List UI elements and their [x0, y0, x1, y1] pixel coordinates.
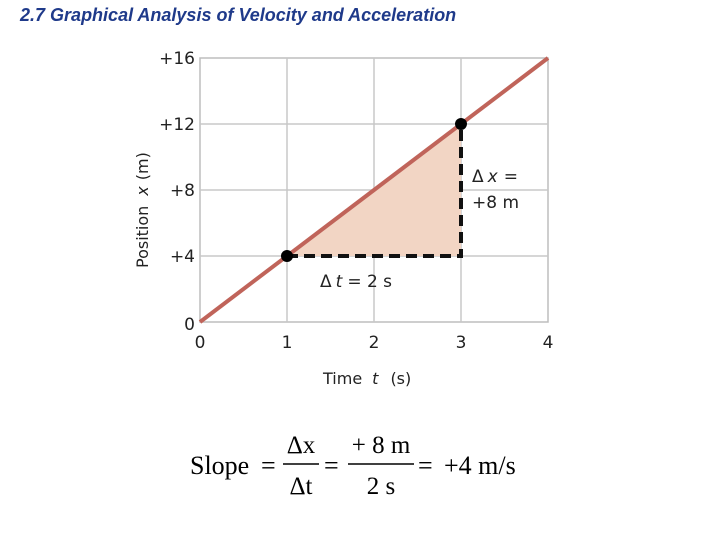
delta-dashed-lines — [287, 124, 463, 258]
formula-slope-word: Slope — [190, 451, 249, 480]
x-axis-label: Time t (s) — [322, 369, 411, 388]
y-axis-label: Positionx(m) — [133, 152, 152, 268]
formula-result: +4 m/s — [444, 451, 516, 480]
formula-equals: = — [261, 451, 276, 480]
slope-formula: Slope = Δx Δt = + 8 m 2 s = +4 m/s — [190, 432, 516, 500]
formula-equals: = — [324, 451, 339, 480]
y-tick-label: +16 — [159, 49, 195, 69]
data-point — [455, 118, 467, 130]
x-tick-label: 3 — [456, 333, 467, 353]
x-tick-label: 4 — [543, 333, 554, 353]
y-tick-label: +12 — [159, 115, 195, 135]
formula-equals: = — [418, 451, 433, 480]
position-line — [198, 56, 550, 324]
data-point — [281, 250, 293, 262]
formula-numerator: Δx — [287, 432, 316, 459]
y-tick-label: +8 — [170, 181, 195, 201]
formula-numerator: + 8 m — [352, 432, 411, 459]
x-tick-label: 2 — [369, 333, 380, 353]
x-tick-label: 1 — [282, 333, 293, 353]
x-tick-label: 0 — [195, 333, 206, 353]
delta-x-value: +8 m — [472, 193, 519, 213]
y-tick-label: +4 — [170, 247, 195, 267]
slide-title-text: Graphical Analysis of Velocity and Accel… — [50, 5, 457, 25]
formula-denominator: 2 s — [367, 473, 395, 500]
slide-title-number: 2.7 — [20, 5, 46, 25]
y-tick-label: 0 — [184, 315, 195, 335]
formula-denominator: Δt — [289, 473, 312, 500]
slide-title: 2.7 Graphical Analysis of Velocity and A… — [20, 5, 456, 26]
